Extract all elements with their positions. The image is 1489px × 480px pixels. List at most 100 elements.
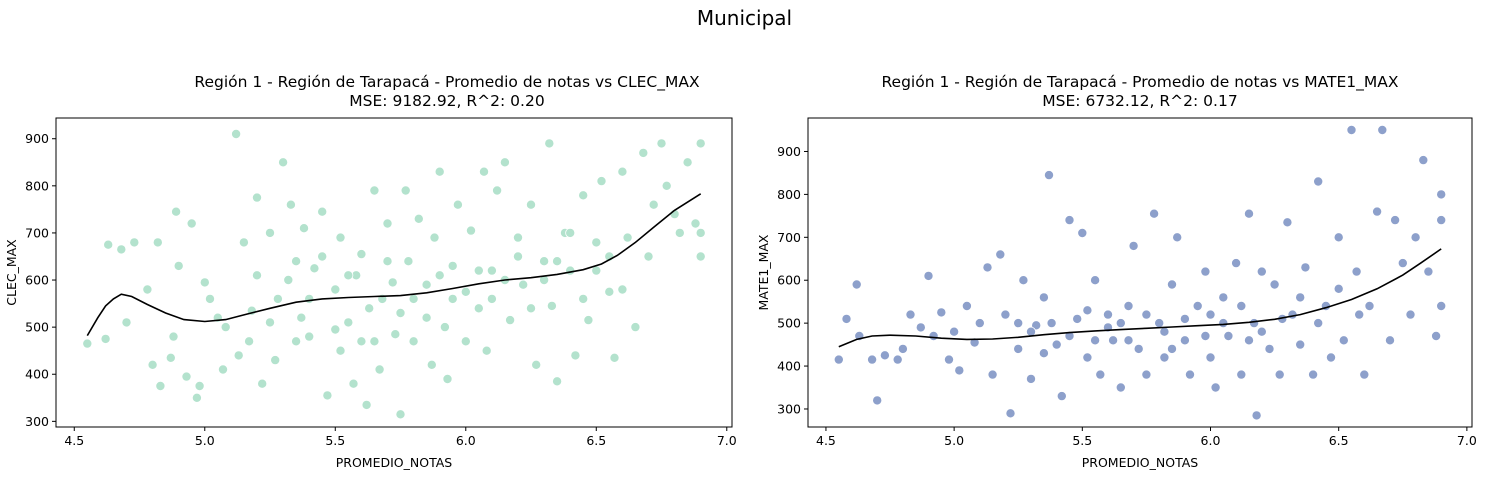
left-y-tick-label: 600 [25, 273, 49, 288]
left-plot-title-line: Región 1 - Región de Tarapacá - Promedio… [194, 73, 700, 91]
left-data-point [648, 199, 659, 210]
right-data-point [1364, 300, 1375, 311]
left-data-point [552, 376, 563, 387]
right-data-point [1397, 258, 1408, 269]
right-data-point [1295, 339, 1306, 350]
left-data-point [526, 303, 537, 314]
left-data-point [661, 180, 672, 191]
left-data-point [439, 322, 450, 333]
right-y-tick-label: 800 [777, 187, 801, 202]
left-data-point [181, 371, 192, 382]
right-data-point [1018, 275, 1029, 286]
right-data-point [867, 354, 878, 365]
left-data-point [291, 336, 302, 347]
right-data-point [1108, 335, 1119, 346]
right-plot-title: Región 1 - Región de Tarapacá - Promedio… [808, 73, 1472, 111]
right-data-point [1026, 373, 1037, 384]
right-data-point [974, 318, 985, 329]
right-data-point [1013, 318, 1024, 329]
left-data-point [486, 293, 497, 304]
left-data-point [656, 138, 667, 149]
right-data-point [1185, 369, 1196, 380]
right-data-point [1031, 320, 1042, 331]
left-data-point [191, 392, 202, 403]
left-data-point [264, 227, 275, 238]
left-data-point [518, 279, 529, 290]
right-data-point [1090, 275, 1101, 286]
left-data-point [596, 176, 607, 187]
right-data-point [1359, 369, 1370, 380]
left-data-point [499, 157, 510, 168]
right-data-point [1418, 155, 1429, 166]
left-plot-metrics: MSE: 9182.92, R^2: 0.20 [349, 92, 545, 110]
left-data-point [369, 336, 380, 347]
right-data-point [1231, 258, 1242, 269]
right-data-point [949, 326, 960, 337]
left-data-point [304, 293, 315, 304]
left-data-point [695, 138, 706, 149]
right-data-point [982, 262, 993, 273]
left-data-point [304, 331, 315, 342]
right-data-point [1056, 391, 1067, 402]
left-plot-title: Región 1 - Región de Tarapacá - Promedio… [82, 73, 812, 111]
left-data-point [285, 199, 296, 210]
left-axes-frame [55, 117, 733, 428]
left-data-point [264, 317, 275, 328]
left-data-point [217, 364, 228, 375]
left-data-point [617, 166, 628, 177]
left-data-point [539, 256, 550, 267]
right-data-point [1044, 170, 1055, 181]
left-y-tick-label: 800 [25, 178, 49, 193]
left-y-tick-label: 400 [25, 367, 49, 382]
left-x-tick-label: 5.0 [195, 433, 215, 448]
left-data-point [238, 237, 249, 248]
left-data-point [165, 352, 176, 363]
left-data-point [452, 199, 463, 210]
left-data-point [643, 251, 654, 262]
left-data-point [481, 345, 492, 356]
left-data-point [374, 364, 385, 375]
right-data-point [915, 322, 926, 333]
right-data-point [1082, 352, 1093, 363]
left-data-point [309, 263, 320, 274]
right-axes-frame [807, 117, 1473, 428]
right-data-point [1192, 300, 1203, 311]
right-y-tick-label: 300 [777, 401, 801, 416]
left-data-point [369, 185, 380, 196]
left-data-point [296, 312, 307, 323]
right-data-point [1115, 382, 1126, 393]
left-data-point [356, 336, 367, 347]
left-y-tick-label: 700 [25, 225, 49, 240]
left-data-point [622, 232, 633, 243]
right-data-point [1133, 343, 1144, 354]
right-data-point [1046, 318, 1057, 329]
left-data-point [447, 293, 458, 304]
left-data-point [426, 359, 437, 370]
left-scatter-plot: 4.5 5.0 5.5 6.0 6.5 7.0 300 400 500 600 700 800 900 P… [4, 117, 737, 470]
right-data-point [1218, 318, 1229, 329]
left-data-point [155, 380, 166, 391]
right-data-point [1333, 232, 1344, 243]
right-data-point [1095, 369, 1106, 380]
left-data-point [330, 324, 341, 335]
left-data-point [194, 380, 205, 391]
right-data-point [1200, 266, 1211, 277]
right-data-point [1167, 279, 1178, 290]
left-data-point [251, 192, 262, 203]
left-data-point [356, 249, 367, 260]
right-data-point [1123, 300, 1134, 311]
right-data-point [1405, 309, 1416, 320]
left-data-point [604, 286, 615, 297]
right-data-point [987, 369, 998, 380]
right-data-point [1244, 208, 1255, 219]
right-x-tick-label: 5.0 [944, 433, 964, 448]
right-data-point [1313, 318, 1324, 329]
left-data-point [690, 218, 701, 229]
right-data-point [1274, 369, 1285, 380]
right-data-point [1236, 369, 1247, 380]
left-data-point [565, 227, 576, 238]
right-data-point [1287, 309, 1298, 320]
right-data-point [1333, 283, 1344, 294]
left-data-point [272, 293, 283, 304]
